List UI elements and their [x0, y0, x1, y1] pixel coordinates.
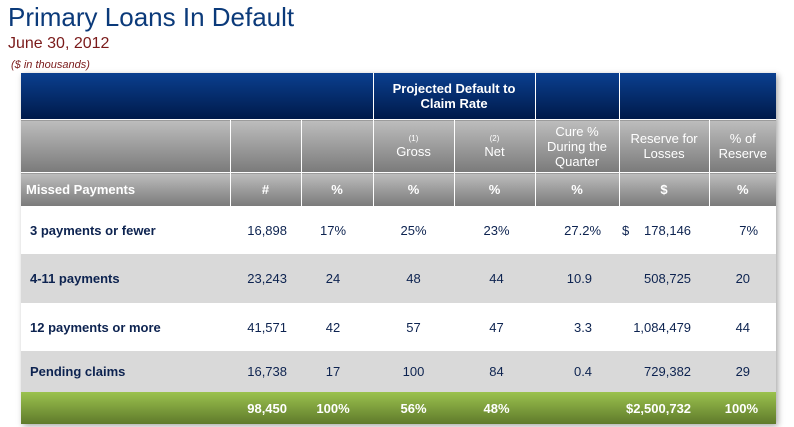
- page-title: Primary Loans In Default: [8, 2, 295, 32]
- cell-cure: 10.9: [535, 254, 620, 303]
- cell-pct-reserve: 20: [709, 254, 777, 303]
- cell-reserve: 508,725: [619, 254, 710, 303]
- header-blank: [534, 73, 620, 120]
- gross-label: Gross: [396, 143, 431, 159]
- cell-pct: 24: [301, 254, 374, 303]
- cell-pct-reserve: 44: [709, 303, 777, 351]
- header-blank: [21, 73, 374, 120]
- unit-count: #: [229, 172, 301, 206]
- units-note: ($ in thousands): [11, 59, 90, 71]
- cell-cure: 3.3: [535, 303, 620, 351]
- cell-reserve: 729,382: [619, 351, 710, 392]
- header-blank: [618, 73, 777, 120]
- cell-net: 47: [454, 303, 536, 351]
- header-projected-default: Projected Default to Claim Rate: [372, 73, 536, 120]
- cell-cure: 27.2%: [535, 206, 620, 254]
- header-reserve: Reserve for Losses: [618, 119, 710, 173]
- reserve-value: 178,146: [644, 222, 692, 238]
- cell-reserve: 1,084,479: [619, 303, 710, 351]
- cell-count: 41,571: [230, 303, 301, 351]
- header-blank: [300, 119, 374, 173]
- total-cure-blank: [535, 392, 620, 424]
- unit-reserve: $: [618, 172, 710, 206]
- table-row: 12 payments or more 41,571 42 57 47 3.3 …: [21, 303, 777, 351]
- total-reserve: $2,500,732: [619, 392, 710, 424]
- unit-net: %: [453, 172, 536, 206]
- net-label: Net: [484, 143, 505, 159]
- header-cure: Cure % During the Quarter: [534, 119, 620, 173]
- report-date: June 30, 2012: [8, 35, 110, 52]
- table-row: Pending claims 16,738 17 100 84 0.4 729,…: [21, 351, 777, 392]
- cell-gross: 48: [373, 254, 455, 303]
- unit-gross: %: [372, 172, 455, 206]
- header-blank: [229, 119, 301, 173]
- row-label: 4-11 payments: [21, 254, 230, 303]
- cell-reserve: $178,146: [619, 206, 710, 254]
- dollar-sign: $: [622, 222, 630, 238]
- header-row-units: Missed Payments # % % % % $ %: [21, 172, 777, 206]
- cell-net: 44: [454, 254, 536, 303]
- cell-net: 23%: [454, 206, 536, 254]
- total-gross: 56%: [373, 392, 455, 424]
- header-blank: [21, 119, 230, 173]
- table-row: 4-11 payments 23,243 24 48 44 10.9 508,7…: [21, 254, 777, 303]
- row-label: 12 payments or more: [21, 303, 230, 351]
- header-missed-payments: Missed Payments: [21, 172, 230, 206]
- cell-count: 16,898: [230, 206, 301, 254]
- header-row-group: Projected Default to Claim Rate: [21, 73, 777, 120]
- total-row: 98,450 100% 56% 48% $2,500,732 100%: [21, 392, 777, 424]
- cell-gross: 25%: [373, 206, 455, 254]
- total-pct-reserve: 100%: [709, 392, 777, 424]
- cell-pct: 42: [301, 303, 374, 351]
- cell-count: 16,738: [230, 351, 301, 392]
- footnote-2: (2): [489, 133, 500, 143]
- total-net: 48%: [454, 392, 536, 424]
- total-pct: 100%: [301, 392, 374, 424]
- cell-cure: 0.4: [535, 351, 620, 392]
- header-pct-reserve: % of Reserve: [708, 119, 777, 173]
- cell-pct-reserve: 7%: [709, 206, 777, 254]
- row-label: 3 payments or fewer: [21, 206, 230, 254]
- cell-pct: 17: [301, 351, 374, 392]
- cell-pct-reserve: 29: [709, 351, 777, 392]
- cell-count: 23,243: [230, 254, 301, 303]
- unit-pct-reserve: %: [708, 172, 777, 206]
- table-row: 3 payments or fewer 16,898 17% 25% 23% 2…: [21, 206, 777, 254]
- total-label-blank: [21, 392, 230, 424]
- unit-cure: %: [534, 172, 620, 206]
- header-net: (2) Net: [453, 119, 536, 173]
- header-gross: (1) Gross: [372, 119, 455, 173]
- footnote-1: (1): [408, 133, 419, 143]
- cell-gross: 57: [373, 303, 455, 351]
- cell-pct: 17%: [301, 206, 374, 254]
- header-row-columns: (1) Gross (2) Net Cure % During the Quarte…: [21, 119, 777, 173]
- unit-pct: %: [300, 172, 374, 206]
- row-label: Pending claims: [21, 351, 230, 392]
- cell-net: 84: [454, 351, 536, 392]
- cell-gross: 100: [373, 351, 455, 392]
- total-count: 98,450: [230, 392, 301, 424]
- loans-default-table: Projected Default to Claim Rate (1) Gross…: [21, 73, 777, 424]
